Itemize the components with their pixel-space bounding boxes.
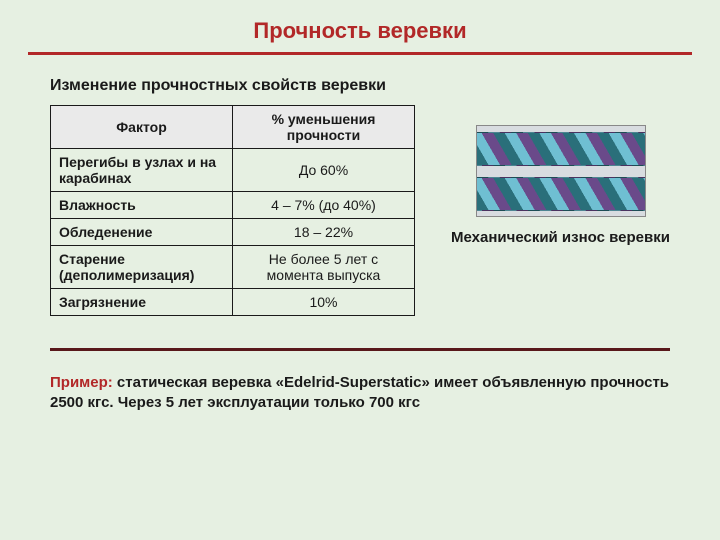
divider-rule (50, 348, 670, 351)
table-row: Обледенение18 – 22% (51, 219, 415, 246)
table-cell-value: Не более 5 лет с момента выпуска (233, 246, 415, 289)
rope-strand (477, 177, 645, 211)
rope-photo (476, 125, 646, 217)
side-column: Механический износ веревки (415, 105, 678, 246)
example-label: Пример: (50, 374, 113, 391)
table-row: Влажность4 – 7% (до 40%) (51, 192, 415, 219)
section-subtitle: Изменение прочностных свойств веревки (50, 77, 720, 95)
factors-table-wrap: Фактор % уменьшения прочности Перегибы в… (50, 105, 415, 316)
table-cell-factor: Перегибы в узлах и на карабинах (51, 149, 233, 192)
table-cell-factor: Загрязнение (51, 289, 233, 316)
example-text: статическая веревка «Edelrid-Superstatic… (50, 374, 669, 411)
table-row: Перегибы в узлах и на карабинахДо 60% (51, 149, 415, 192)
table-cell-value: 4 – 7% (до 40%) (233, 192, 415, 219)
table-cell-value: До 60% (233, 149, 415, 192)
factors-table: Фактор % уменьшения прочности Перегибы в… (50, 105, 415, 316)
title-rule (28, 52, 692, 55)
table-cell-factor: Обледенение (51, 219, 233, 246)
page-title: Прочность веревки (0, 0, 720, 52)
example-paragraph: Пример: статическая веревка «Edelrid-Sup… (50, 373, 670, 414)
content-row: Фактор % уменьшения прочности Перегибы в… (0, 105, 720, 316)
photo-caption: Механический износ веревки (451, 229, 670, 246)
table-header-percent: % уменьшения прочности (233, 106, 415, 149)
table-header-factor: Фактор (51, 106, 233, 149)
table-cell-value: 18 – 22% (233, 219, 415, 246)
table-cell-factor: Влажность (51, 192, 233, 219)
table-row: Загрязнение10% (51, 289, 415, 316)
table-cell-factor: Старение (деполимеризация) (51, 246, 233, 289)
table-cell-value: 10% (233, 289, 415, 316)
rope-strand (477, 132, 645, 166)
table-row: Старение (деполимеризация)Не более 5 лет… (51, 246, 415, 289)
